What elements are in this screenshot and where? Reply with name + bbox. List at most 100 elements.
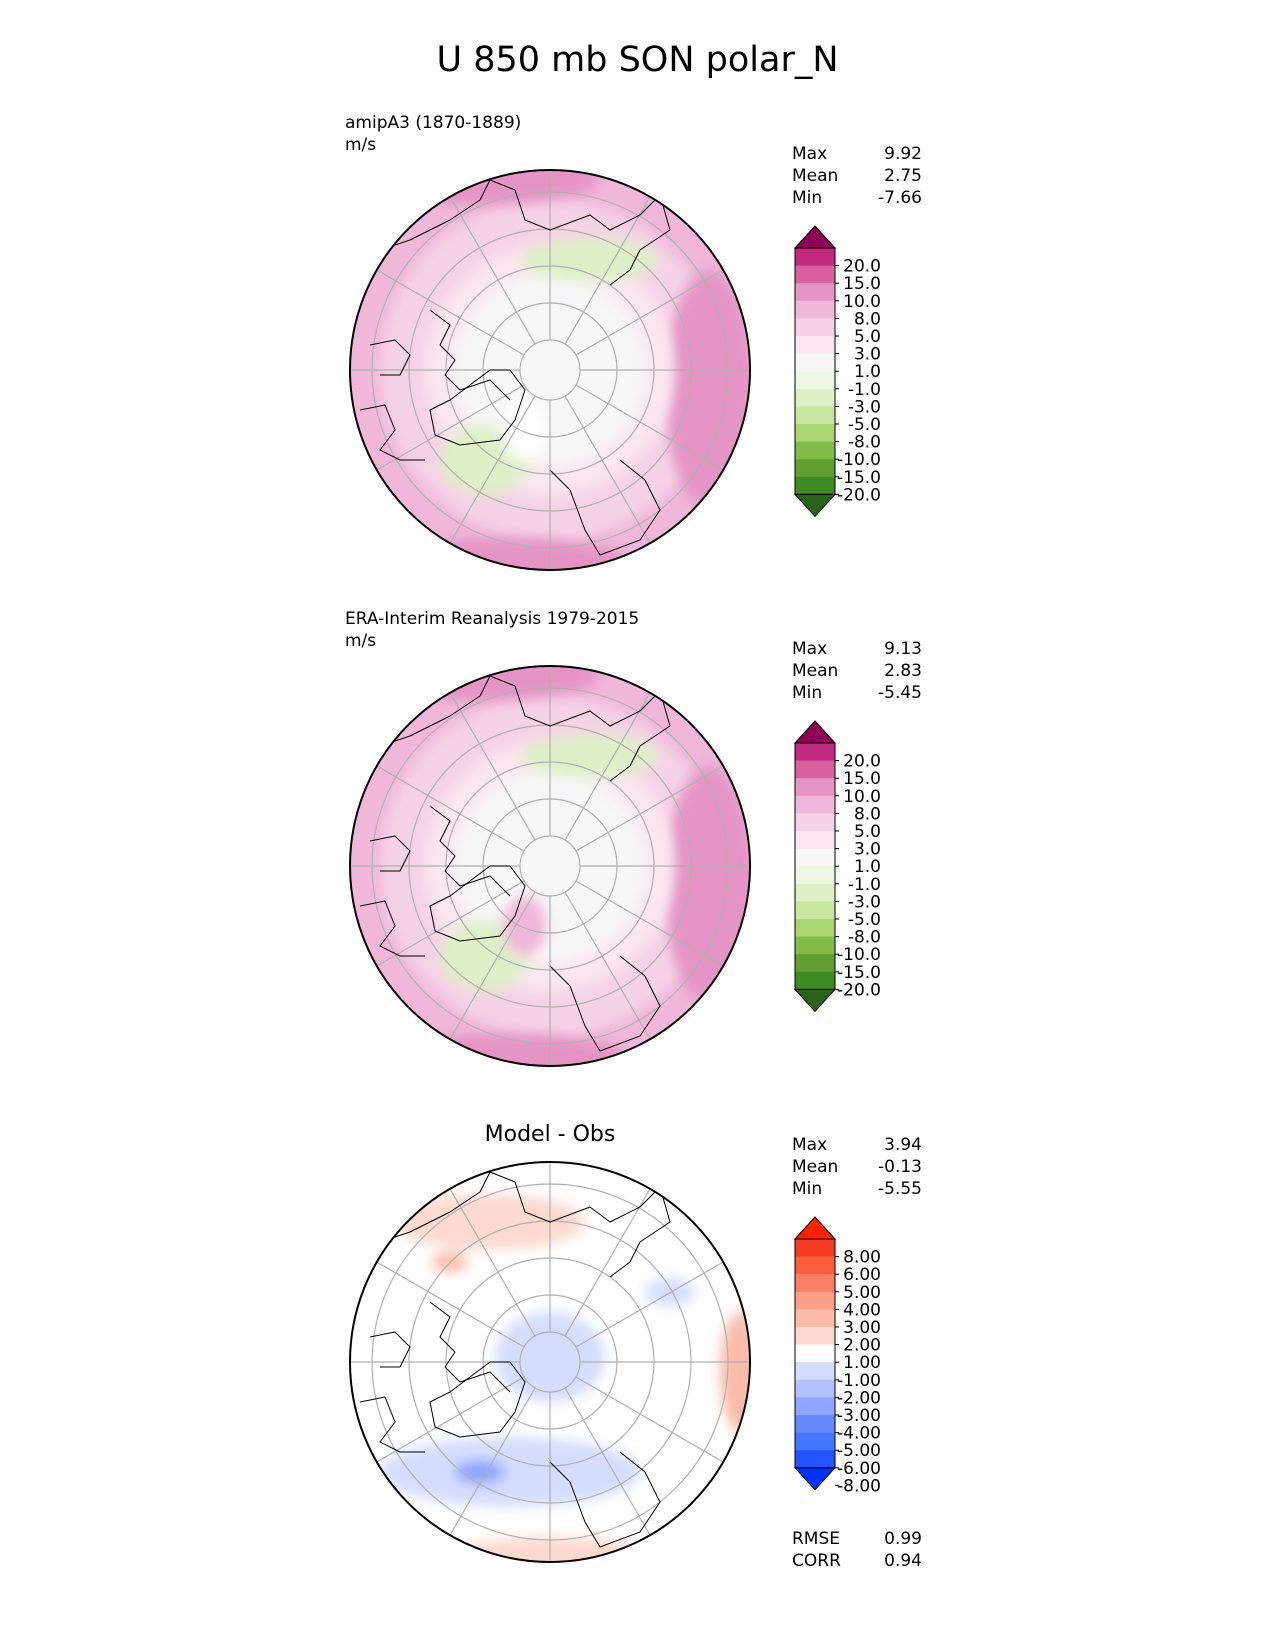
coastline — [369, 835, 411, 872]
colorbar-segment — [795, 1309, 835, 1328]
min-label: Min — [792, 1179, 823, 1199]
corr-label: CORR — [792, 1551, 841, 1571]
field-neg-atlantic — [380, 1437, 640, 1507]
colorbar-segment — [795, 1291, 835, 1310]
colorbar-segment — [795, 760, 835, 779]
min-value: -5.45 — [878, 683, 922, 703]
colorbar-tick-label: -8.0 — [848, 928, 881, 948]
field-jet-pacific — [665, 270, 750, 510]
meridian-line — [564, 1188, 651, 1337]
colorbar-tick-label: 3.00 — [843, 1318, 881, 1338]
colorbar-tick-label: 1.0 — [854, 857, 881, 877]
coastline — [429, 369, 526, 446]
colorbar-tick-label: 8.00 — [843, 1248, 881, 1268]
meridian-line — [564, 692, 651, 841]
mean-label: Mean — [792, 661, 839, 681]
colorbar-segment — [795, 388, 835, 407]
meridian-line — [575, 1261, 724, 1348]
coastline — [549, 459, 661, 556]
colorbar-tick-label: -3.00 — [837, 1406, 881, 1426]
panel1-subtitle: amipA3 (1870-1889) — [345, 113, 522, 133]
map-boundary — [349, 169, 751, 571]
colorbar-tick-label: 10.0 — [843, 787, 881, 807]
panel2-stats: Max 9.13 Mean 2.83 Min -5.45 — [792, 638, 922, 704]
colorbar-tick-label: 3.0 — [854, 840, 881, 860]
max-value: 9.92 — [884, 144, 922, 164]
mean-value: 2.75 — [884, 166, 922, 186]
coastline — [429, 1301, 511, 1393]
meridian-line — [376, 1261, 525, 1348]
colorbar-extend-max — [793, 1216, 837, 1240]
colorbar-segment — [795, 936, 835, 955]
panel3-polar-map — [349, 1161, 751, 1563]
figure-title: U 850 mb SON polar_N — [436, 40, 839, 80]
colorbar-tick-label: -4.00 — [837, 1424, 881, 1444]
colorbar-tick-label: 10.0 — [843, 292, 881, 312]
panel3-title: Model - Obs — [484, 1122, 616, 1147]
colorbar-extend-min — [793, 988, 837, 1013]
colorbar-extend-min — [793, 1467, 837, 1491]
colorbar-tick-label: 8.0 — [854, 309, 881, 329]
colorbar-segment — [795, 1432, 835, 1451]
rmse-label: RMSE — [792, 1529, 841, 1549]
colorbar-tick-label: -2.00 — [837, 1388, 881, 1408]
meridian-line — [449, 395, 536, 544]
coastline — [359, 404, 425, 461]
field-jet-pacific — [665, 766, 750, 1006]
mean-label: Mean — [792, 166, 839, 186]
colorbar-segment — [795, 265, 835, 284]
field-neg-core — [455, 1460, 505, 1484]
coastline — [429, 865, 526, 942]
map-boundary — [349, 1161, 751, 1563]
panel1-stats: Max 9.92 Mean 2.75 Min -7.66 — [792, 143, 922, 209]
meridian-line — [376, 880, 525, 967]
coastline — [359, 900, 425, 957]
colorbar-tick-label: 15.0 — [843, 274, 881, 294]
meridian-line — [564, 395, 651, 544]
colorbar-tick-label: 15.0 — [843, 769, 881, 789]
colorbar-tick-label: -15.0 — [837, 963, 881, 983]
meridian-line — [564, 196, 651, 345]
colorbar-segment — [795, 336, 835, 355]
meridian-line — [376, 269, 525, 356]
field-pos-pacific — [720, 1312, 750, 1432]
colorbar-segment — [795, 248, 835, 267]
panel1-colorbar: 20.015.010.08.05.03.01.0-1.0-3.0-5.0-8.0… — [793, 225, 881, 518]
meridian-line — [575, 880, 724, 967]
mean-value: 2.83 — [884, 661, 922, 681]
coastline — [429, 309, 511, 401]
coastline — [549, 1451, 661, 1548]
max-value: 9.13 — [884, 639, 922, 659]
max-label: Max — [792, 1135, 828, 1155]
colorbar-segment — [795, 1415, 835, 1434]
colorbar-tick-label: -8.0 — [848, 433, 881, 453]
colorbar-segment — [795, 1450, 835, 1469]
meridian-line — [376, 1376, 525, 1463]
panel2-polar-map — [349, 665, 751, 1067]
colorbar-segment — [795, 1239, 835, 1258]
colorbar-extend-min — [793, 493, 837, 518]
colorbar-segment — [795, 318, 835, 337]
colorbar-tick-label: -6.00 — [837, 1459, 881, 1479]
colorbar-tick-label: -20.0 — [837, 980, 881, 1000]
colorbar-tick-label: -1.0 — [848, 380, 881, 400]
mean-value: -0.13 — [878, 1157, 922, 1177]
colorbar-tick-label: 20.0 — [843, 257, 881, 277]
colorbar-tick-label: -20.0 — [837, 485, 881, 505]
meridian-line — [449, 1188, 536, 1337]
mean-label: Mean — [792, 1157, 839, 1177]
colorbar-tick-label: -3.0 — [848, 397, 881, 417]
panel1-polar-map — [349, 169, 751, 571]
meridian-line — [449, 196, 536, 345]
panel1-units: m/s — [345, 135, 377, 155]
colorbar-segment — [795, 283, 835, 302]
max-label: Max — [792, 639, 828, 659]
colorbar-tick-label: 1.00 — [843, 1353, 881, 1373]
colorbar-segment — [795, 441, 835, 460]
colorbar-tick-label: 8.0 — [854, 804, 881, 824]
coastline — [429, 805, 511, 897]
rmse-value: 0.99 — [884, 1529, 922, 1549]
coastline — [609, 194, 671, 286]
map-boundary — [349, 665, 751, 1067]
meridian-line — [449, 692, 536, 841]
